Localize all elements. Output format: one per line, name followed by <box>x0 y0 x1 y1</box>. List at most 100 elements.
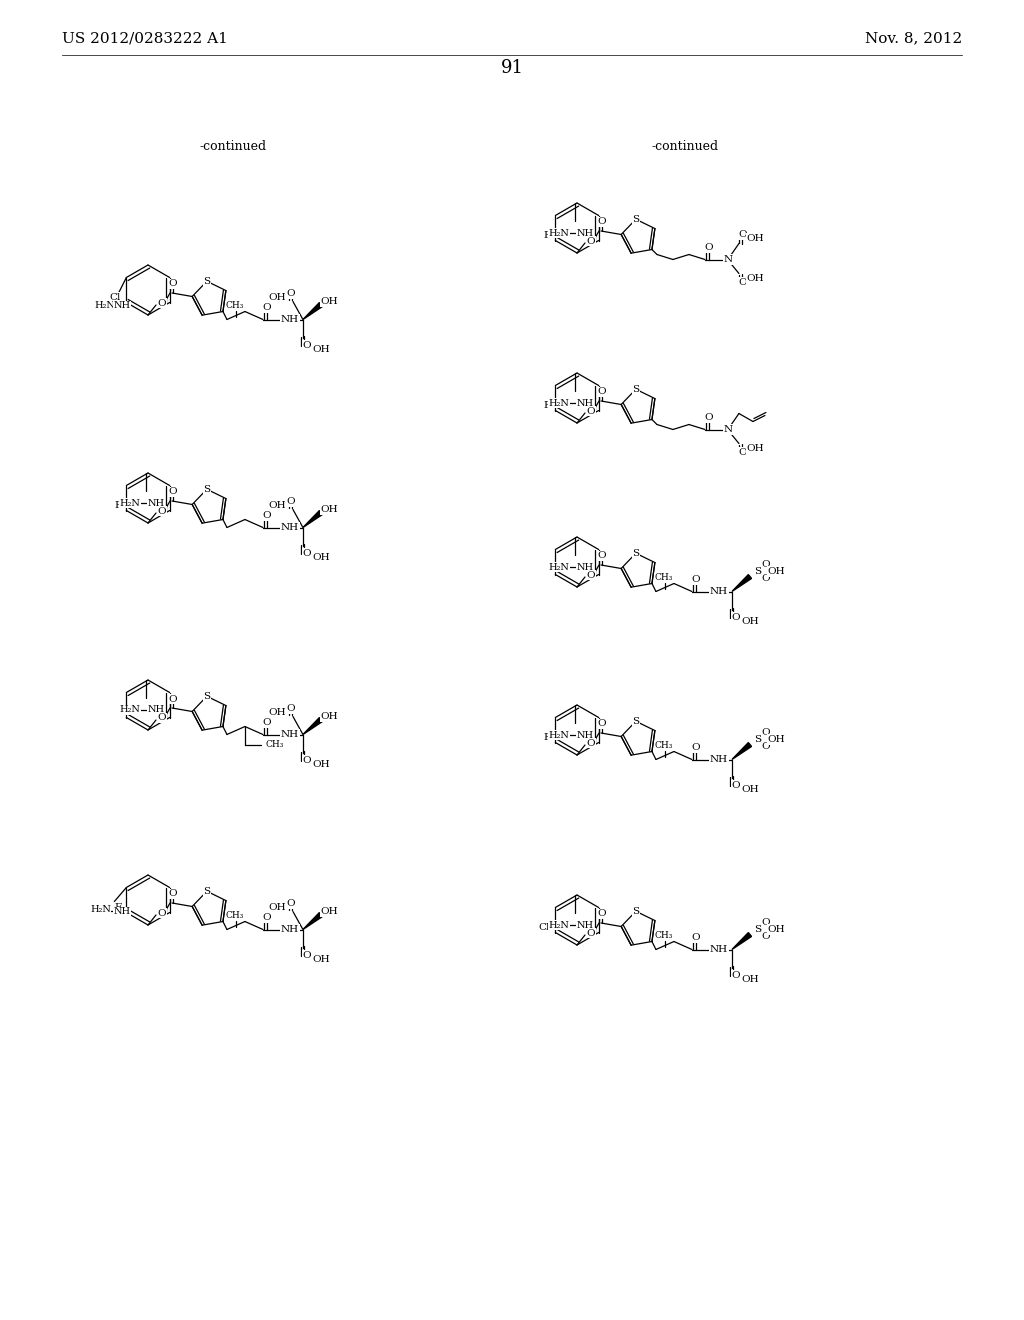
Text: O: O <box>691 743 700 752</box>
Text: OH: OH <box>321 907 338 916</box>
Text: O: O <box>731 972 740 979</box>
Text: O: O <box>169 487 177 496</box>
Text: OH: OH <box>268 708 286 717</box>
Text: S: S <box>204 277 211 285</box>
Text: S: S <box>755 568 762 576</box>
Text: H₂N: H₂N <box>549 562 569 572</box>
Text: O: O <box>705 413 714 422</box>
Text: OH: OH <box>321 297 338 306</box>
Polygon shape <box>303 302 323 319</box>
Text: CH₃: CH₃ <box>225 301 244 310</box>
Text: F: F <box>115 502 122 510</box>
Text: NH: NH <box>114 907 131 916</box>
Text: N: N <box>723 425 732 434</box>
Text: O: O <box>762 560 770 569</box>
Text: OH: OH <box>312 345 330 354</box>
Text: O: O <box>169 694 177 704</box>
Text: CH₃: CH₃ <box>225 911 244 920</box>
Text: H₂N: H₂N <box>549 920 569 929</box>
Text: O: O <box>598 388 606 396</box>
Text: NH: NH <box>147 705 165 714</box>
Text: -continued: -continued <box>651 140 719 153</box>
Text: O: O <box>303 950 311 960</box>
Text: S: S <box>632 215 639 224</box>
Text: Cl: Cl <box>109 293 121 302</box>
Text: NH: NH <box>147 499 165 507</box>
Text: S: S <box>755 925 762 935</box>
Text: NH: NH <box>281 730 299 739</box>
Text: OH: OH <box>268 502 286 510</box>
Text: O: O <box>262 718 271 727</box>
Text: O: O <box>158 298 166 308</box>
Text: O: O <box>691 576 700 583</box>
Text: NH: NH <box>577 920 594 929</box>
Text: NH: NH <box>710 755 728 764</box>
Text: S: S <box>632 907 639 916</box>
Polygon shape <box>732 933 752 949</box>
Text: OH: OH <box>767 568 784 576</box>
Text: Nov. 8, 2012: Nov. 8, 2012 <box>864 30 962 45</box>
Text: F: F <box>115 903 122 912</box>
Text: H₂N: H₂N <box>549 730 569 739</box>
Text: OH: OH <box>746 275 764 282</box>
Text: O: O <box>762 932 770 941</box>
Text: OH: OH <box>312 760 330 770</box>
Text: O: O <box>738 230 748 239</box>
Text: O: O <box>705 243 714 252</box>
Text: CH₃: CH₃ <box>654 931 673 940</box>
Text: O: O <box>738 279 748 286</box>
Text: O: O <box>587 407 595 416</box>
Text: OH: OH <box>321 711 338 721</box>
Text: O: O <box>158 908 166 917</box>
Text: O: O <box>598 552 606 561</box>
Text: OH: OH <box>767 925 784 935</box>
Text: NH: NH <box>114 301 131 310</box>
Text: O: O <box>762 742 770 751</box>
Polygon shape <box>732 574 752 591</box>
Text: O: O <box>762 574 770 583</box>
Text: O: O <box>303 756 311 766</box>
Text: NH: NH <box>281 315 299 323</box>
Text: OH: OH <box>746 444 764 453</box>
Text: S: S <box>632 549 639 558</box>
Text: CH₃: CH₃ <box>266 741 284 748</box>
Text: H₂N: H₂N <box>120 499 140 507</box>
Text: US 2012/0283222 A1: US 2012/0283222 A1 <box>62 30 228 45</box>
Text: S: S <box>204 692 211 701</box>
Text: O: O <box>303 341 311 350</box>
Text: OH: OH <box>741 975 759 983</box>
Text: S: S <box>204 887 211 896</box>
Text: NH: NH <box>577 399 594 408</box>
Text: -continued: -continued <box>200 140 266 153</box>
Text: O: O <box>587 738 595 747</box>
Text: OH: OH <box>746 234 764 243</box>
Text: O: O <box>738 447 748 457</box>
Text: OH: OH <box>321 506 338 513</box>
Text: O: O <box>587 570 595 579</box>
Text: O: O <box>158 507 166 516</box>
Text: O: O <box>598 719 606 729</box>
Text: NH: NH <box>577 562 594 572</box>
Text: O: O <box>287 289 295 298</box>
Polygon shape <box>303 912 323 929</box>
Text: O: O <box>262 304 271 312</box>
Text: O: O <box>262 913 271 921</box>
Text: O: O <box>262 511 271 520</box>
Text: H₂N: H₂N <box>120 705 140 714</box>
Text: O: O <box>169 890 177 899</box>
Text: O: O <box>303 549 311 558</box>
Text: OH: OH <box>312 553 330 562</box>
Text: NH: NH <box>281 523 299 532</box>
Text: N: N <box>723 255 732 264</box>
Text: H₂N: H₂N <box>90 906 111 913</box>
Text: O: O <box>287 704 295 713</box>
Text: F: F <box>543 733 550 742</box>
Text: Cl: Cl <box>538 923 549 932</box>
Text: 91: 91 <box>501 59 523 77</box>
Text: O: O <box>731 612 740 622</box>
Text: OH: OH <box>741 785 759 795</box>
Polygon shape <box>732 743 752 759</box>
Text: O: O <box>587 236 595 246</box>
Text: H₂N: H₂N <box>549 399 569 408</box>
Text: S: S <box>755 735 762 744</box>
